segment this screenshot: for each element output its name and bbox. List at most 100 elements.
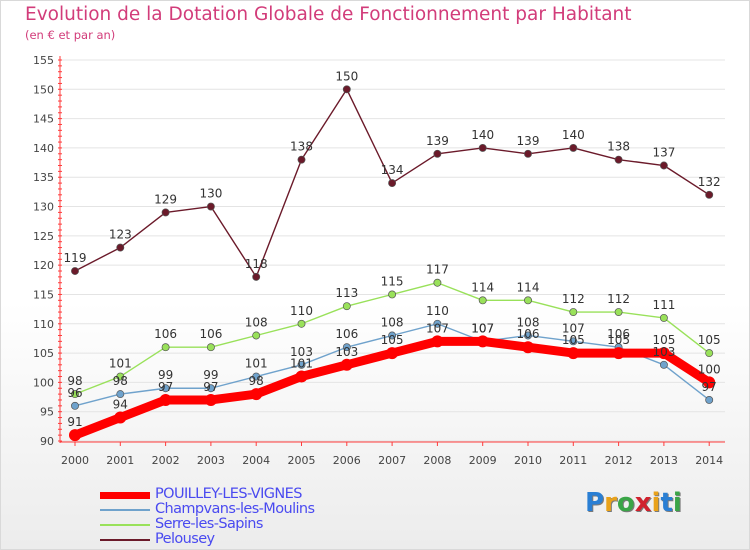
data-label: 134 xyxy=(381,163,404,177)
legend-label: Champvans-les-Moulins xyxy=(155,501,315,517)
data-label: 132 xyxy=(698,175,721,189)
series-group xyxy=(69,85,716,442)
data-point xyxy=(116,243,125,252)
data-label: 130 xyxy=(199,187,222,201)
y-tick-label: 120 xyxy=(33,259,54,272)
data-point xyxy=(569,308,578,316)
data-label: 114 xyxy=(517,280,540,294)
data-label: 114 xyxy=(471,280,494,294)
data-label: 100 xyxy=(698,362,721,376)
data-label: 106 xyxy=(517,327,540,341)
data-point xyxy=(161,384,170,393)
x-tick-label: 2004 xyxy=(242,454,270,467)
data-point xyxy=(342,302,351,311)
data-label: 96 xyxy=(67,386,82,400)
x-tick-label: 2000 xyxy=(61,454,89,467)
data-point xyxy=(705,190,714,199)
data-point xyxy=(522,341,534,354)
data-point xyxy=(342,343,351,352)
data-label: 139 xyxy=(426,134,449,148)
y-tick-label: 155 xyxy=(33,54,54,67)
data-label: 107 xyxy=(562,321,585,335)
data-point xyxy=(342,85,351,94)
data-label: 108 xyxy=(381,315,404,329)
logo-letter: t xyxy=(660,488,673,518)
data-label: 111 xyxy=(652,298,675,312)
x-tick-label: 2003 xyxy=(197,454,225,467)
data-label: 138 xyxy=(290,140,313,154)
data-point xyxy=(250,388,263,401)
data-point xyxy=(71,401,79,410)
data-label: 99 xyxy=(203,368,218,382)
x-tick-label: 2010 xyxy=(514,454,542,467)
y-tick-label: 95 xyxy=(40,406,54,419)
data-label: 110 xyxy=(290,304,313,318)
proxiti-logo: Proxiti xyxy=(585,488,682,518)
data-point xyxy=(569,337,578,346)
data-label: 98 xyxy=(67,374,82,388)
legend-swatch xyxy=(100,492,150,499)
data-point xyxy=(478,296,487,305)
data-label: 106 xyxy=(607,327,630,341)
data-label: 137 xyxy=(652,146,675,160)
data-point xyxy=(476,335,489,348)
data-label: 97 xyxy=(203,380,218,394)
data-label: 107 xyxy=(426,321,449,335)
data-label: 107 xyxy=(471,321,494,335)
data-label: 113 xyxy=(335,286,358,300)
data-label: 112 xyxy=(562,292,585,306)
logo-letter: r xyxy=(604,488,617,518)
data-point xyxy=(252,272,261,281)
y-tick-label: 130 xyxy=(33,201,54,214)
data-point xyxy=(114,411,127,424)
x-tick-label: 2012 xyxy=(605,454,633,467)
data-label: 107 xyxy=(471,321,494,335)
data-label: 105 xyxy=(381,333,404,347)
data-label: 103 xyxy=(290,345,313,359)
data-label: 99 xyxy=(158,368,173,382)
y-tick-label: 145 xyxy=(33,113,54,126)
data-label: 105 xyxy=(698,333,721,347)
data-label: 110 xyxy=(426,304,449,318)
x-tick-label: 2013 xyxy=(650,454,678,467)
data-label: 97 xyxy=(702,380,717,394)
data-point xyxy=(161,343,170,352)
data-point xyxy=(388,179,397,188)
legend-label: Pelousey xyxy=(155,531,215,547)
data-label: 150 xyxy=(335,69,358,83)
data-point xyxy=(569,143,578,152)
data-label: 112 xyxy=(607,292,630,306)
data-point xyxy=(612,347,625,360)
data-label: 140 xyxy=(562,128,585,142)
data-label: 123 xyxy=(109,228,132,242)
legend-swatch xyxy=(100,524,150,526)
data-point xyxy=(433,319,442,328)
data-point xyxy=(340,358,353,371)
data-point xyxy=(431,335,444,348)
data-label: 94 xyxy=(113,398,128,412)
x-tick-label: 2005 xyxy=(288,454,316,467)
legend-swatch xyxy=(100,539,150,541)
data-label: 115 xyxy=(381,274,404,288)
chart-title: Evolution de la Dotation Globale de Fonc… xyxy=(25,4,632,25)
data-label: 105 xyxy=(607,333,630,347)
x-tick-label: 2001 xyxy=(106,454,134,467)
data-label: 129 xyxy=(154,192,177,206)
data-label: 101 xyxy=(290,357,313,371)
y-tick-label: 115 xyxy=(33,288,54,301)
data-point xyxy=(161,208,170,217)
data-point xyxy=(71,267,79,275)
data-label: 140 xyxy=(471,128,494,142)
logo-letter: i xyxy=(672,488,682,518)
data-point xyxy=(524,331,532,340)
data-label: 97 xyxy=(158,380,173,394)
data-point xyxy=(297,360,306,369)
data-point xyxy=(388,290,397,299)
data-point xyxy=(524,149,532,158)
x-tick-label: 2002 xyxy=(152,454,180,467)
y-tick-label: 150 xyxy=(33,83,54,96)
y-tick-label: 100 xyxy=(33,376,54,389)
data-point xyxy=(252,331,261,340)
